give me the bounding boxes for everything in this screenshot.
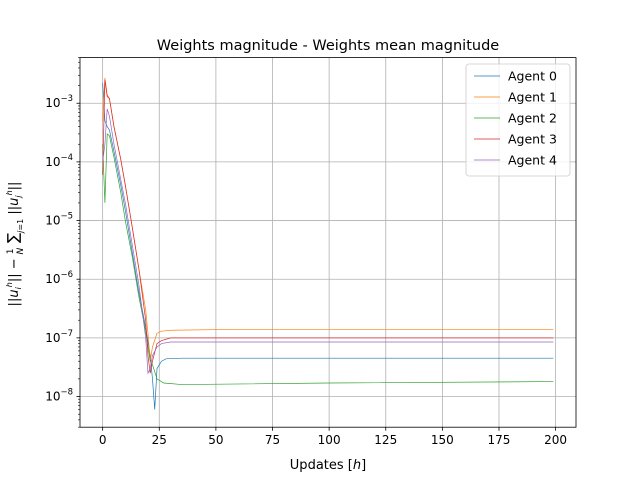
x-axis-ticks: 0 25 50 75 100 125 150 175 200 xyxy=(99,427,567,447)
series-line-agent-0 xyxy=(102,83,554,410)
legend-label: Agent 1 xyxy=(508,90,557,105)
series-line-agent-3 xyxy=(102,79,554,374)
y-tick-label: 10−7 xyxy=(45,329,73,345)
x-tick-label: 25 xyxy=(152,433,167,447)
series-line-agent-4 xyxy=(102,108,554,375)
series-lines xyxy=(102,77,554,410)
y-tick-label: 10−5 xyxy=(45,212,73,228)
plot-frame xyxy=(79,57,577,428)
y-tick-label: 10−6 xyxy=(45,270,73,286)
x-tick-label: 200 xyxy=(544,433,567,447)
legend-label: Agent 4 xyxy=(508,153,557,168)
y-tick-label: 10−3 xyxy=(45,94,73,110)
legend-box xyxy=(465,63,571,177)
x-axis-label: Updates [h] xyxy=(290,458,366,473)
x-tick-label: 75 xyxy=(265,433,280,447)
chart-title: Weights magnitude - Weights mean magnitu… xyxy=(157,38,499,54)
x-tick-label: 175 xyxy=(488,433,511,447)
y-tick-label: 10−4 xyxy=(45,153,73,169)
x-tick-label: 50 xyxy=(208,433,223,447)
x-tick-label: 150 xyxy=(431,433,454,447)
legend-label: Agent 3 xyxy=(508,132,557,147)
y-tick-label: 10−8 xyxy=(45,388,73,404)
legend: Agent 0 Agent 1 Agent 2 Agent 3 Agent 4 xyxy=(465,63,571,177)
y-axis-label: ||uih|| − 1N ∑j=1 ||ujh|| xyxy=(4,182,26,307)
legend-label: Agent 0 xyxy=(508,69,557,84)
y-axis-ticks: 10−8 10−7 10−6 10−5 10−4 10−3 xyxy=(45,57,80,428)
x-tick-label: 100 xyxy=(318,433,341,447)
svg-text:||uih|| − 1N ∑j=1 ||ujh||: ||uih|| − 1N ∑j=1 ||ujh|| xyxy=(4,182,26,307)
x-tick-label: 0 xyxy=(99,433,107,447)
x-tick-label: 125 xyxy=(374,433,397,447)
legend-label: Agent 2 xyxy=(508,111,557,126)
